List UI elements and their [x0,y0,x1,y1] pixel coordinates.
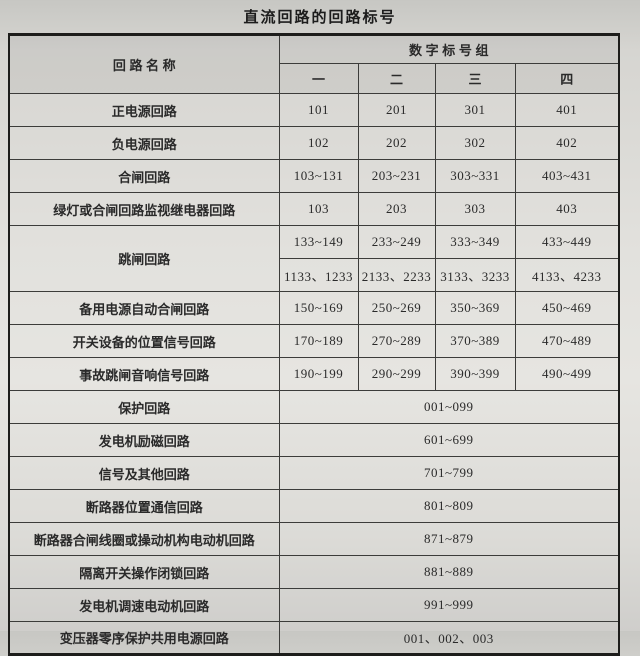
row-value-cell: 401 [514,93,620,127]
row-name-cell: 隔离开关操作闭锁回路 [8,555,280,589]
row-value-cell: 103~131 [278,159,359,193]
row-value-cell: 250~269 [357,291,436,325]
row-name-cell: 事故跳闸音响信号回路 [8,357,280,391]
row-value-cell: 270~289 [357,324,436,358]
table-row: 发电机励磁回路 601~699 [8,423,620,457]
table-row: 绿灯或合闸回路监视继电器回路 103 203 303 403 [8,192,620,226]
row-value-cell: 290~299 [357,357,436,391]
header-row-cols: 一 二 三 四 [9,63,620,94]
header-col-2: 二 [357,63,436,94]
row-value-cell: 302 [434,126,516,160]
row-name-cell: 跳闸回路 [8,225,280,292]
table-row: 断路器合闸线圈或操动机构电动机回路 871~879 [8,522,620,556]
row-value-cell: 3133、3233 [434,258,516,292]
row-name-cell: 发电机励磁回路 [8,423,280,457]
table-row: 1133、1233 2133、2233 3133、3233 4133、4233 [9,258,620,292]
header-circuit-name: 回 路 名 称 [8,34,280,94]
row-name-cell: 信号及其他回路 [8,456,280,490]
row-span-value-cell: 001、002、003 [278,621,620,655]
row-name-cell: 备用电源自动合闸回路 [8,291,280,325]
table-row: 合闸回路 103~131 203~231 303~331 403~431 [8,159,620,193]
page-title: 直流回路的回路标号 [243,9,397,26]
table-row: 正电源回路 101 201 301 401 [8,93,620,127]
row-value-cell: 150~169 [278,291,359,325]
row-span-value-cell: 991~999 [278,588,620,622]
row-value-cell: 170~189 [278,324,359,358]
row-value-cell: 303 [434,192,516,226]
row-value-cell: 303~331 [434,159,516,193]
row-value-cell: 470~489 [514,324,620,358]
row-name-cell: 断路器合闸线圈或操动机构电动机回路 [8,522,280,556]
row-name-cell: 正电源回路 [8,93,280,127]
row-value-cell: 350~369 [434,291,516,325]
row-value-cell: 101 [278,93,359,127]
row-span-value-cell: 601~699 [278,423,620,457]
row-value-cell: 402 [514,126,620,160]
header-number-group: 数 字 标 号 组 [278,34,620,64]
row-value-cell: 4133、4233 [514,258,620,292]
table-row: 发电机调速电动机回路 991~999 [8,588,620,622]
table-row: 变压器零序保护共用电源回路 001、002、003 [8,621,620,655]
table-row: 事故跳闸音响信号回路 190~199 290~299 390~399 490~4… [8,357,620,391]
row-value-cell: 1133、1233 [278,258,359,292]
row-name-cell: 变压器零序保护共用电源回路 [8,621,280,655]
row-value-cell: 370~389 [434,324,516,358]
header-col-4: 四 [514,63,620,94]
row-value-cell: 103 [278,192,359,226]
row-value-cell: 203 [357,192,436,226]
row-value-cell: 201 [357,93,436,127]
header-row-group: 回 路 名 称 数 字 标 号 组 [8,34,620,94]
table-row: 断路器位置通信回路 801~809 [8,489,620,523]
row-name-cell: 保护回路 [8,390,280,424]
row-value-cell: 133~149 [278,225,359,259]
table-row: 开关设备的位置信号回路 170~189 270~289 370~389 470~… [8,324,620,358]
row-value-cell: 490~499 [514,357,620,391]
header-col-1: 一 [278,63,359,94]
table-row: 备用电源自动合闸回路 150~169 250~269 350~369 450~4… [8,291,620,325]
row-span-value-cell: 701~799 [278,456,620,490]
row-value-cell: 433~449 [514,225,620,259]
table-row: 隔离开关操作闭锁回路 881~889 [8,555,620,589]
row-span-value-cell: 881~889 [278,555,620,589]
row-value-cell: 233~249 [357,225,436,259]
table-row: 信号及其他回路 701~799 [8,456,620,490]
row-name-cell: 负电源回路 [8,126,280,160]
header-col-3: 三 [434,63,516,94]
row-name-cell: 合闸回路 [8,159,280,193]
row-value-cell: 203~231 [357,159,436,193]
row-value-cell: 403 [514,192,620,226]
table-row: 跳闸回路 133~149 233~249 333~349 433~449 [8,225,620,292]
row-name-cell: 发电机调速电动机回路 [8,588,280,622]
row-value-cell: 202 [357,126,436,160]
row-span-value-cell: 801~809 [278,489,620,523]
row-value-cell: 2133、2233 [357,258,436,292]
table-row: 负电源回路 102 202 302 402 [8,126,620,160]
row-value-cell: 333~349 [434,225,516,259]
row-value-cell: 301 [434,93,516,127]
row-name-cell: 断路器位置通信回路 [8,489,280,523]
row-name-cell: 开关设备的位置信号回路 [8,324,280,358]
row-value-cell: 190~199 [278,357,359,391]
row-value-cell: 403~431 [514,159,620,193]
row-name-cell: 绿灯或合闸回路监视继电器回路 [8,192,280,226]
dc-circuit-label-table: 回 路 名 称 数 字 标 号 组 一 二 三 四 正电源回路 101 201 … [8,33,621,656]
row-value-cell: 390~399 [434,357,516,391]
row-value-cell: 450~469 [514,291,620,325]
row-value-cell: 102 [278,126,359,160]
row-span-value-cell: 871~879 [278,522,620,556]
row-span-value-cell: 001~099 [278,390,620,424]
table-row: 保护回路 001~099 [8,390,620,424]
